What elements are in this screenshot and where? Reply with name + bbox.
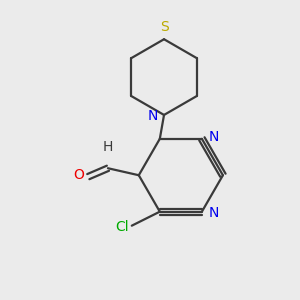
Text: H: H [103,140,113,154]
Text: N: N [148,109,158,123]
Text: S: S [160,20,168,34]
Text: O: O [73,168,84,182]
Text: N: N [209,206,219,220]
Text: N: N [209,130,219,144]
Text: Cl: Cl [115,220,129,234]
